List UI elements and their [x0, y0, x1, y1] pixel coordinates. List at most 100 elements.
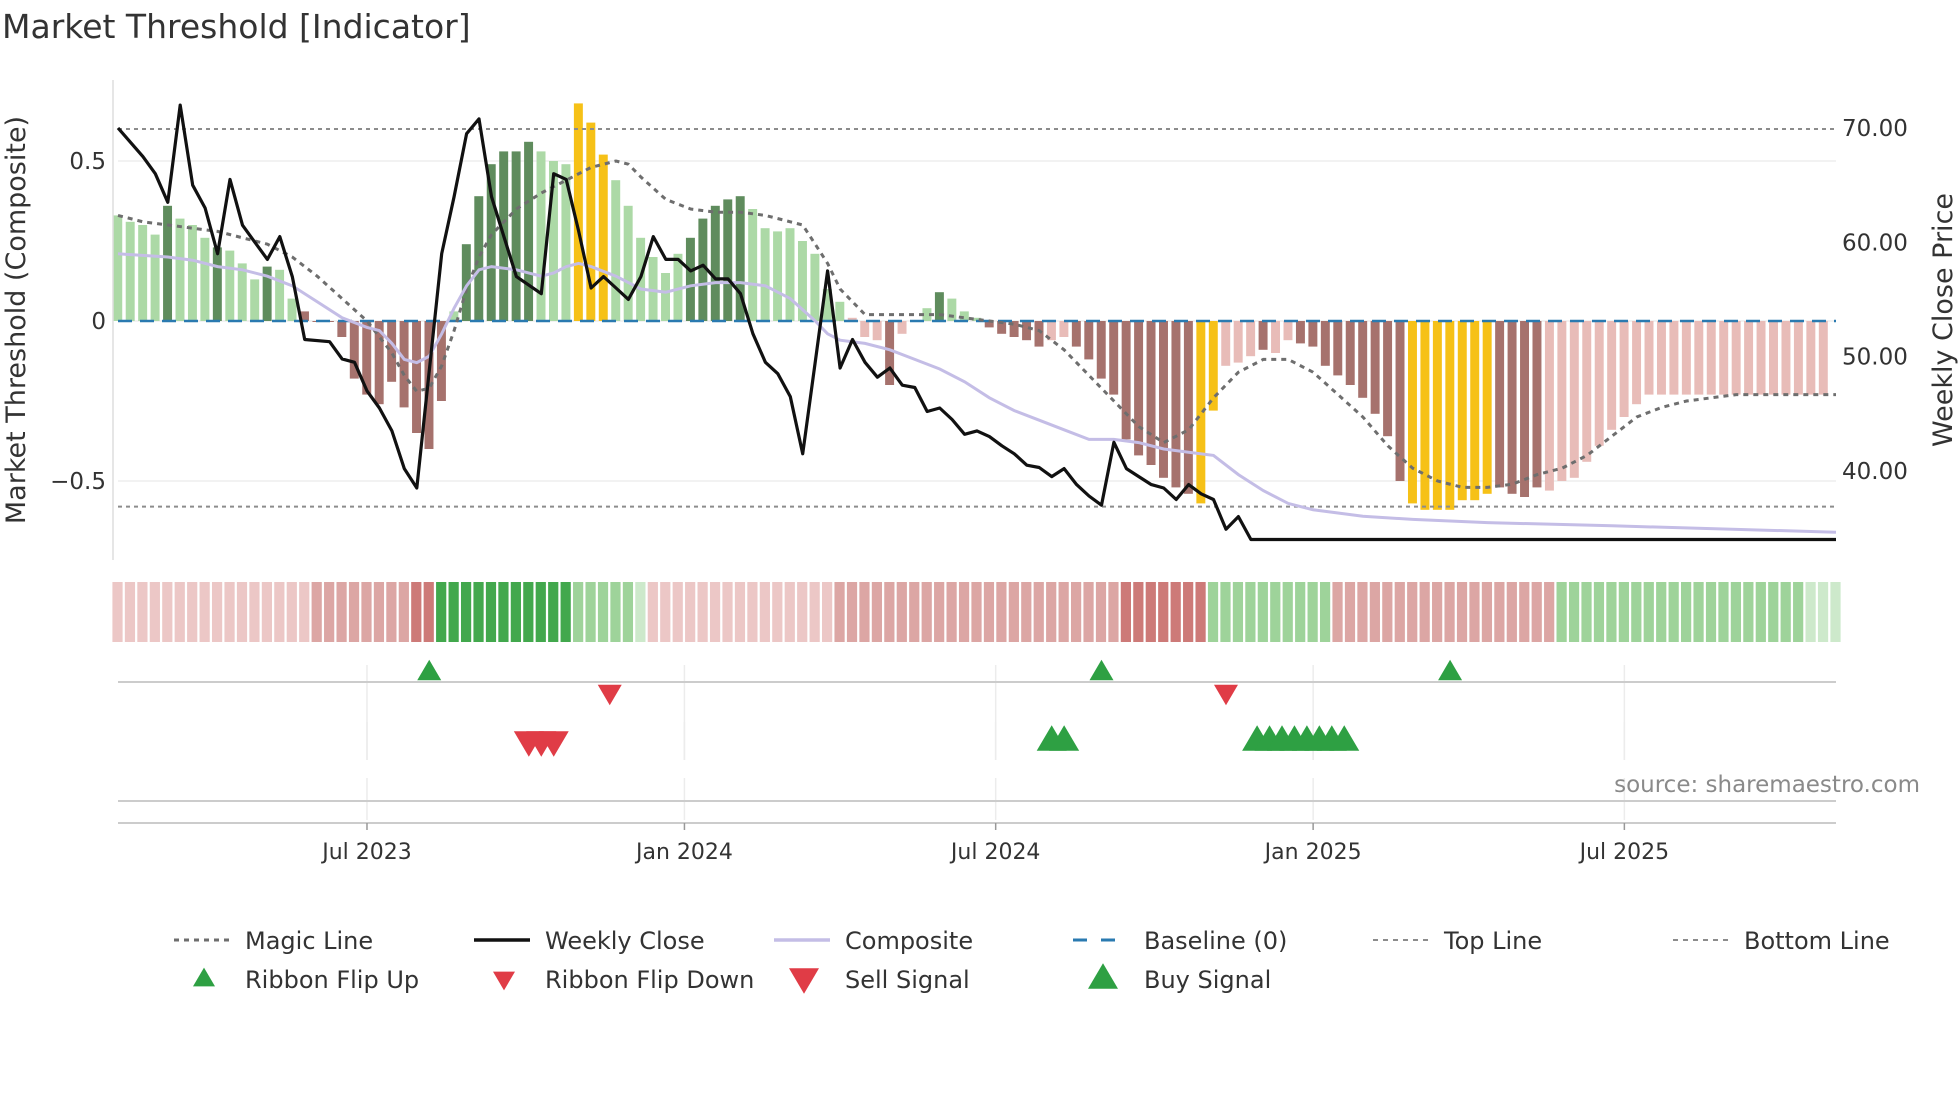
composite-bar	[822, 289, 832, 321]
ribbon-cell	[884, 582, 895, 642]
composite-bar	[1121, 321, 1131, 440]
ribbon-cell	[510, 582, 521, 642]
buy-signal-marker	[1329, 725, 1360, 751]
composite-bar	[1308, 321, 1318, 347]
composite-bar	[922, 308, 932, 321]
composite-bar	[1246, 321, 1256, 357]
ribbon-cell	[909, 582, 920, 642]
ribbon-cell	[1170, 582, 1181, 642]
legend-item: Composite	[774, 927, 973, 955]
ribbon-cell	[1556, 582, 1567, 642]
ribbon-cell	[1519, 582, 1530, 642]
ribbon-cell	[1120, 582, 1131, 642]
legend-item: Weekly Close	[474, 927, 705, 955]
composite-bar	[1694, 321, 1704, 395]
ribbon-cell	[535, 582, 546, 642]
legend-label: Buy Signal	[1144, 966, 1271, 994]
ribbon-cell	[1444, 582, 1455, 642]
ribbon-cell	[1145, 582, 1156, 642]
composite-bar	[1333, 321, 1343, 376]
composite-bar	[1495, 321, 1505, 488]
grid-layer	[118, 160, 1836, 820]
composite-bar	[275, 269, 285, 321]
composite-bar	[1719, 321, 1729, 395]
ribbon-cell	[112, 582, 123, 642]
ribbon-cell	[473, 582, 484, 642]
legend-label: Weekly Close	[545, 927, 705, 955]
ribbon-cell	[1357, 582, 1368, 642]
ribbon-cell	[1718, 582, 1729, 642]
ribbon-cell	[585, 582, 596, 642]
legend-item: Buy Signal	[1088, 963, 1271, 994]
axes: 0.5 0 −0.5 70.00 60.00 50.00 40.00 Jul 2023 Jan …	[50, 80, 1908, 865]
composite-bar	[872, 321, 882, 341]
composite-bar	[287, 298, 297, 321]
composite-bar	[1022, 321, 1032, 341]
ribbon-cell	[709, 582, 721, 642]
legend-swatch	[493, 971, 515, 991]
ribbon-cell	[697, 582, 708, 642]
ribbon-cell	[610, 582, 621, 642]
ribbon-cell	[635, 582, 646, 642]
ribbon-cell	[1643, 582, 1654, 642]
ribbon-cell	[411, 582, 422, 642]
ribbon-cell	[660, 582, 671, 642]
y-right-tick-label: 40.00	[1842, 459, 1908, 485]
composite-bar	[536, 151, 546, 321]
ribbon-cell	[485, 582, 497, 642]
ribbon-cell	[983, 582, 995, 642]
composite-bar	[1134, 321, 1144, 456]
composite-bar	[200, 237, 210, 321]
ribbon-cell	[722, 582, 733, 642]
composite-bar	[387, 321, 397, 382]
ribbon-cell	[672, 582, 683, 642]
ribbon-cell	[1693, 582, 1704, 642]
ribbon-cell	[1606, 582, 1617, 642]
composite-bar	[187, 225, 197, 321]
ribbon-cell	[1245, 582, 1256, 642]
ribbon-cell	[162, 582, 173, 642]
ribbon-cell	[996, 582, 1007, 642]
legend-label: Magic Line	[245, 927, 373, 955]
ribbon-cell	[958, 582, 970, 642]
ribbon-cell	[1544, 582, 1555, 642]
ribbon-cell	[498, 582, 509, 642]
ribbon-flip-up-marker	[1438, 659, 1463, 681]
composite-bar	[785, 228, 795, 321]
composite-bar	[163, 205, 173, 321]
y-right-tick-label: 60.00	[1842, 230, 1908, 256]
ribbon-cell	[1058, 582, 1069, 642]
ribbon-cell	[1668, 582, 1679, 642]
composite-bar	[586, 122, 596, 321]
composite-bar	[436, 321, 446, 401]
composite-bar	[1034, 321, 1044, 347]
ribbon-cell	[199, 582, 210, 642]
ribbon-cell	[1083, 582, 1094, 642]
legend-label: Ribbon Flip Up	[245, 966, 419, 994]
composite-bar	[984, 321, 994, 328]
ribbon-cell	[423, 582, 434, 642]
ribbon-cell	[1581, 582, 1592, 642]
composite-bar	[225, 250, 235, 321]
ribbon-cell	[348, 582, 360, 642]
ribbon-cell	[1593, 582, 1605, 642]
composite-bar	[573, 103, 583, 322]
composite-bar	[548, 161, 558, 321]
ribbon-cell	[187, 582, 198, 642]
composite-bar	[1457, 321, 1467, 501]
x-tick-label: Jul 2023	[320, 840, 412, 865]
ribbon-cell	[299, 582, 310, 642]
composite-bar	[1345, 321, 1355, 385]
ribbon-cell	[236, 582, 248, 642]
ribbon-cell	[311, 582, 322, 642]
ribbon-cell	[1033, 582, 1044, 642]
ribbon-cell	[1108, 582, 1119, 642]
ribbon-cell	[1830, 582, 1841, 642]
composite-bar	[1818, 321, 1828, 395]
ribbon-cell	[448, 582, 459, 642]
ribbon-cell	[797, 582, 808, 642]
ribbon-cell	[622, 582, 634, 642]
composite-bar	[1769, 321, 1778, 395]
ribbon-cell	[1681, 582, 1692, 642]
ribbon-cell	[1481, 582, 1493, 642]
